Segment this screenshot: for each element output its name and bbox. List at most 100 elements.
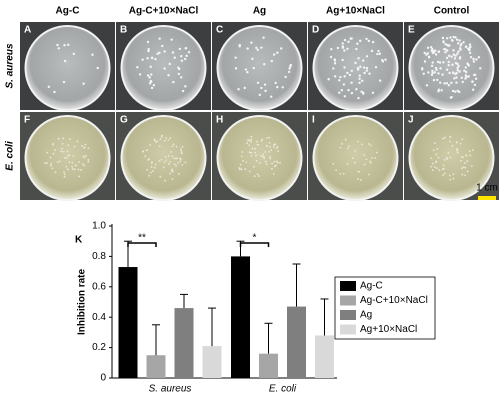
colony <box>475 58 478 61</box>
colony <box>241 151 244 153</box>
bar <box>287 306 306 378</box>
petri-dish <box>312 25 399 111</box>
colony <box>78 161 81 163</box>
colony <box>160 158 163 161</box>
colony <box>271 162 274 165</box>
colony <box>461 138 464 141</box>
colony <box>350 37 353 40</box>
colony <box>68 138 71 141</box>
colony <box>173 157 176 160</box>
colony <box>479 67 482 70</box>
colony <box>342 172 345 175</box>
colony <box>442 174 445 177</box>
colony <box>179 148 182 150</box>
colony <box>447 151 450 154</box>
colony <box>455 140 458 143</box>
colony <box>431 51 435 55</box>
significance-bracket <box>127 242 157 247</box>
colony <box>276 145 279 148</box>
colony <box>167 139 170 142</box>
colony <box>361 143 363 146</box>
scale-bar <box>478 196 496 200</box>
colony <box>363 163 366 166</box>
colony <box>431 71 434 75</box>
colony <box>251 57 254 61</box>
colony <box>151 170 154 172</box>
colony <box>449 96 453 99</box>
row-label: S. aureus <box>5 43 16 88</box>
colony <box>180 152 183 155</box>
colony <box>448 44 451 47</box>
colony <box>51 167 54 170</box>
colony <box>147 48 150 51</box>
colony <box>256 81 260 84</box>
colony <box>276 51 279 54</box>
legend-label: Ag <box>360 310 372 321</box>
colony <box>165 159 168 161</box>
colony <box>175 164 177 167</box>
colony <box>184 161 187 164</box>
colony <box>472 60 476 63</box>
colony <box>367 143 370 145</box>
colony <box>332 67 335 70</box>
colony <box>184 57 187 61</box>
colony <box>167 163 170 165</box>
colony <box>354 149 356 152</box>
colony <box>442 61 445 64</box>
colony <box>375 151 378 154</box>
colony <box>50 162 53 165</box>
colony <box>57 47 61 50</box>
colony <box>58 160 61 163</box>
colony <box>456 149 458 152</box>
colony <box>338 79 341 82</box>
colony <box>148 82 152 85</box>
colony <box>275 160 278 163</box>
colony <box>65 165 68 168</box>
colony <box>151 161 153 163</box>
colony <box>443 172 446 175</box>
colony <box>421 68 424 71</box>
colony <box>430 64 434 68</box>
colony <box>336 46 340 50</box>
colony <box>474 77 478 80</box>
colony <box>87 147 90 150</box>
colony <box>450 38 454 42</box>
colony <box>346 147 349 150</box>
colony <box>468 51 472 55</box>
colony <box>365 55 369 58</box>
colony <box>270 167 273 170</box>
x-tick-label: S. aureus <box>149 384 192 394</box>
colony <box>449 140 451 143</box>
colony <box>425 53 428 56</box>
colony <box>377 49 380 53</box>
colony <box>287 70 291 74</box>
colony <box>180 54 183 58</box>
colony <box>56 161 59 164</box>
colony <box>456 42 460 45</box>
colony <box>357 170 360 173</box>
colony <box>449 156 452 159</box>
colony <box>466 47 470 50</box>
colony <box>96 66 99 70</box>
colony <box>359 65 362 68</box>
colony <box>469 45 472 48</box>
colony <box>141 58 144 61</box>
colony <box>260 86 263 90</box>
colony <box>464 66 467 69</box>
colony <box>71 161 74 164</box>
colony <box>163 67 166 70</box>
colony <box>177 72 181 76</box>
colony <box>256 173 259 176</box>
colony <box>151 56 154 60</box>
colony <box>72 52 76 56</box>
colony <box>360 179 362 181</box>
bar <box>231 256 250 378</box>
colony <box>85 154 87 157</box>
colony <box>454 72 457 76</box>
colony <box>284 75 287 79</box>
panel-letter: A <box>24 25 31 36</box>
colony <box>73 145 76 148</box>
colony <box>247 139 250 142</box>
legend-swatch <box>340 310 356 320</box>
colony <box>426 46 430 49</box>
